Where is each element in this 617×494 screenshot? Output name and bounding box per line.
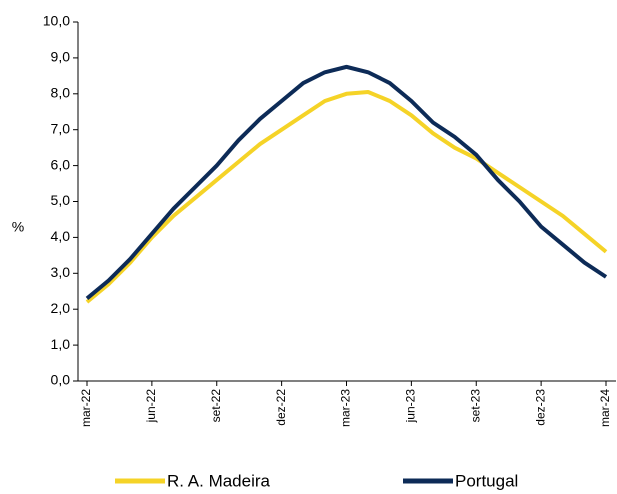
y-tick-label: 5,0 xyxy=(51,192,71,208)
y-tick-label: 9,0 xyxy=(51,49,71,65)
x-tick-label: dez-22 xyxy=(274,389,288,426)
x-tick-label: set-23 xyxy=(468,389,482,423)
y-tick-label: 8,0 xyxy=(51,85,71,101)
x-tick-label: jun-22 xyxy=(144,389,158,424)
x-tick-label: mar-22 xyxy=(79,389,93,427)
y-tick-label: 7,0 xyxy=(51,120,71,136)
legend-label: Portugal xyxy=(455,471,518,490)
y-tick-label: 0,0 xyxy=(51,372,71,388)
y-tick-label: 6,0 xyxy=(51,156,71,172)
x-tick-label: mar-24 xyxy=(598,389,612,427)
y-tick-label: 2,0 xyxy=(51,300,71,316)
x-tick-label: jun-23 xyxy=(404,389,418,424)
x-tick-label: mar-23 xyxy=(339,389,353,427)
series-line xyxy=(85,64,608,300)
y-tick-label: 1,0 xyxy=(51,336,71,352)
x-tick-label: set-22 xyxy=(209,389,223,423)
legend-label: R. A. Madeira xyxy=(167,471,271,490)
y-tick-label: 10,0 xyxy=(43,13,70,29)
x-tick-label: dez-23 xyxy=(533,389,547,426)
y-tick-label: 4,0 xyxy=(51,228,71,244)
y-axis-label: % xyxy=(12,219,24,235)
series-line xyxy=(85,90,608,304)
y-tick-label: 3,0 xyxy=(51,264,71,280)
